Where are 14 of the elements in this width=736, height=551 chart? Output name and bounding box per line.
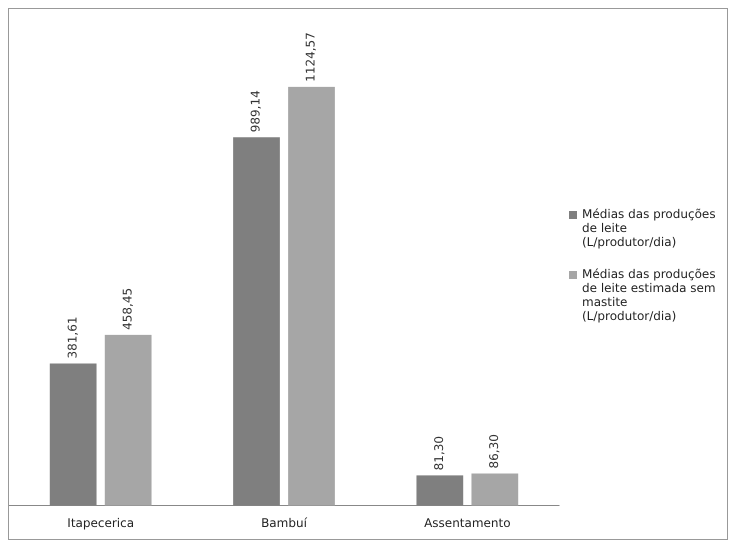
bar [104, 334, 152, 506]
data-label: 1124,57 [304, 32, 318, 82]
x-tick-label: Bambuí [261, 516, 308, 530]
data-label: 81,30 [432, 436, 446, 470]
bar [471, 473, 518, 506]
data-label: 989,14 [248, 90, 263, 132]
bar [288, 86, 335, 506]
x-tick-label: Assentamento [424, 516, 511, 530]
data-label: 381,61 [65, 316, 80, 358]
legend-label: Médias das produções de leite estimada sem mastite (L/produtor/dia) [582, 267, 717, 323]
data-label: 458,45 [120, 288, 134, 330]
data-label: 86,30 [486, 434, 501, 468]
x-tick-label: Itapecerica [67, 516, 134, 530]
legend-label: Médias das produções de leite (L/produtor/dia) [582, 207, 717, 249]
